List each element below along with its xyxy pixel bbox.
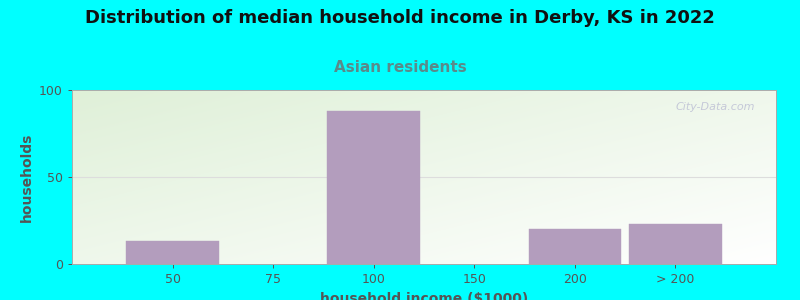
Text: Asian residents: Asian residents [334, 60, 466, 75]
Bar [629, 224, 722, 264]
X-axis label: household income ($1000): household income ($1000) [320, 292, 528, 300]
Bar [327, 111, 420, 264]
Y-axis label: households: households [19, 132, 34, 222]
Text: City-Data.com: City-Data.com [675, 102, 755, 112]
Text: Distribution of median household income in Derby, KS in 2022: Distribution of median household income … [85, 9, 715, 27]
Bar [529, 229, 621, 264]
Bar [126, 242, 219, 264]
